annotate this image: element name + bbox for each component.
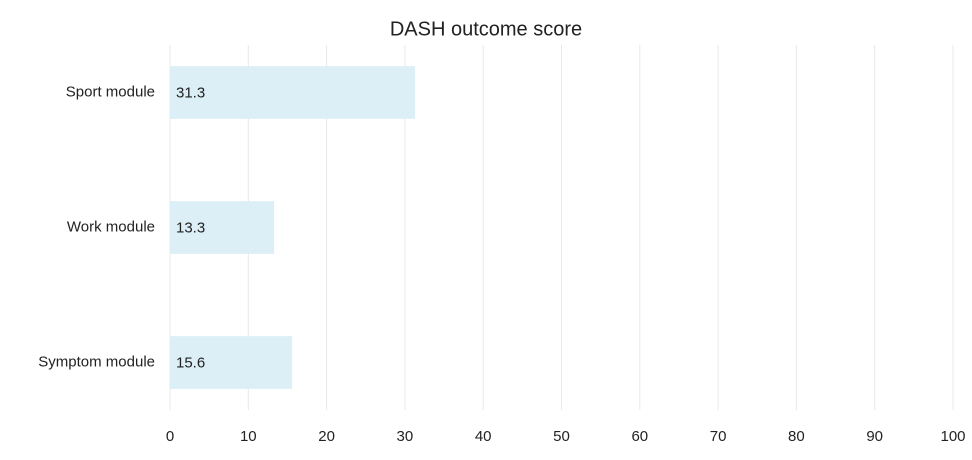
y-tick-label: Sport module <box>66 83 155 100</box>
x-tick-label: 50 <box>553 428 570 445</box>
x-tick-label: 40 <box>475 428 492 445</box>
data-label: 31.3 <box>176 84 205 101</box>
x-tick-label: 90 <box>866 428 883 445</box>
data-label: 13.3 <box>176 219 205 236</box>
x-tick-label: 60 <box>631 428 648 445</box>
chart-title: DASH outcome score <box>390 18 582 40</box>
x-tick-label: 0 <box>166 428 174 445</box>
x-tick-label: 80 <box>788 428 805 445</box>
bar <box>170 201 275 254</box>
bar <box>170 336 293 389</box>
data-label: 15.6 <box>176 354 205 371</box>
x-tick-label: 20 <box>318 428 335 445</box>
y-tick-label: Work module <box>67 218 155 235</box>
x-tick-label: 70 <box>710 428 727 445</box>
y-tick-label: Symptom module <box>38 353 155 370</box>
x-tick-label: 30 <box>397 428 414 445</box>
bar <box>170 66 416 119</box>
x-tick-label: 100 <box>940 428 965 445</box>
x-tick-label: 10 <box>240 428 257 445</box>
